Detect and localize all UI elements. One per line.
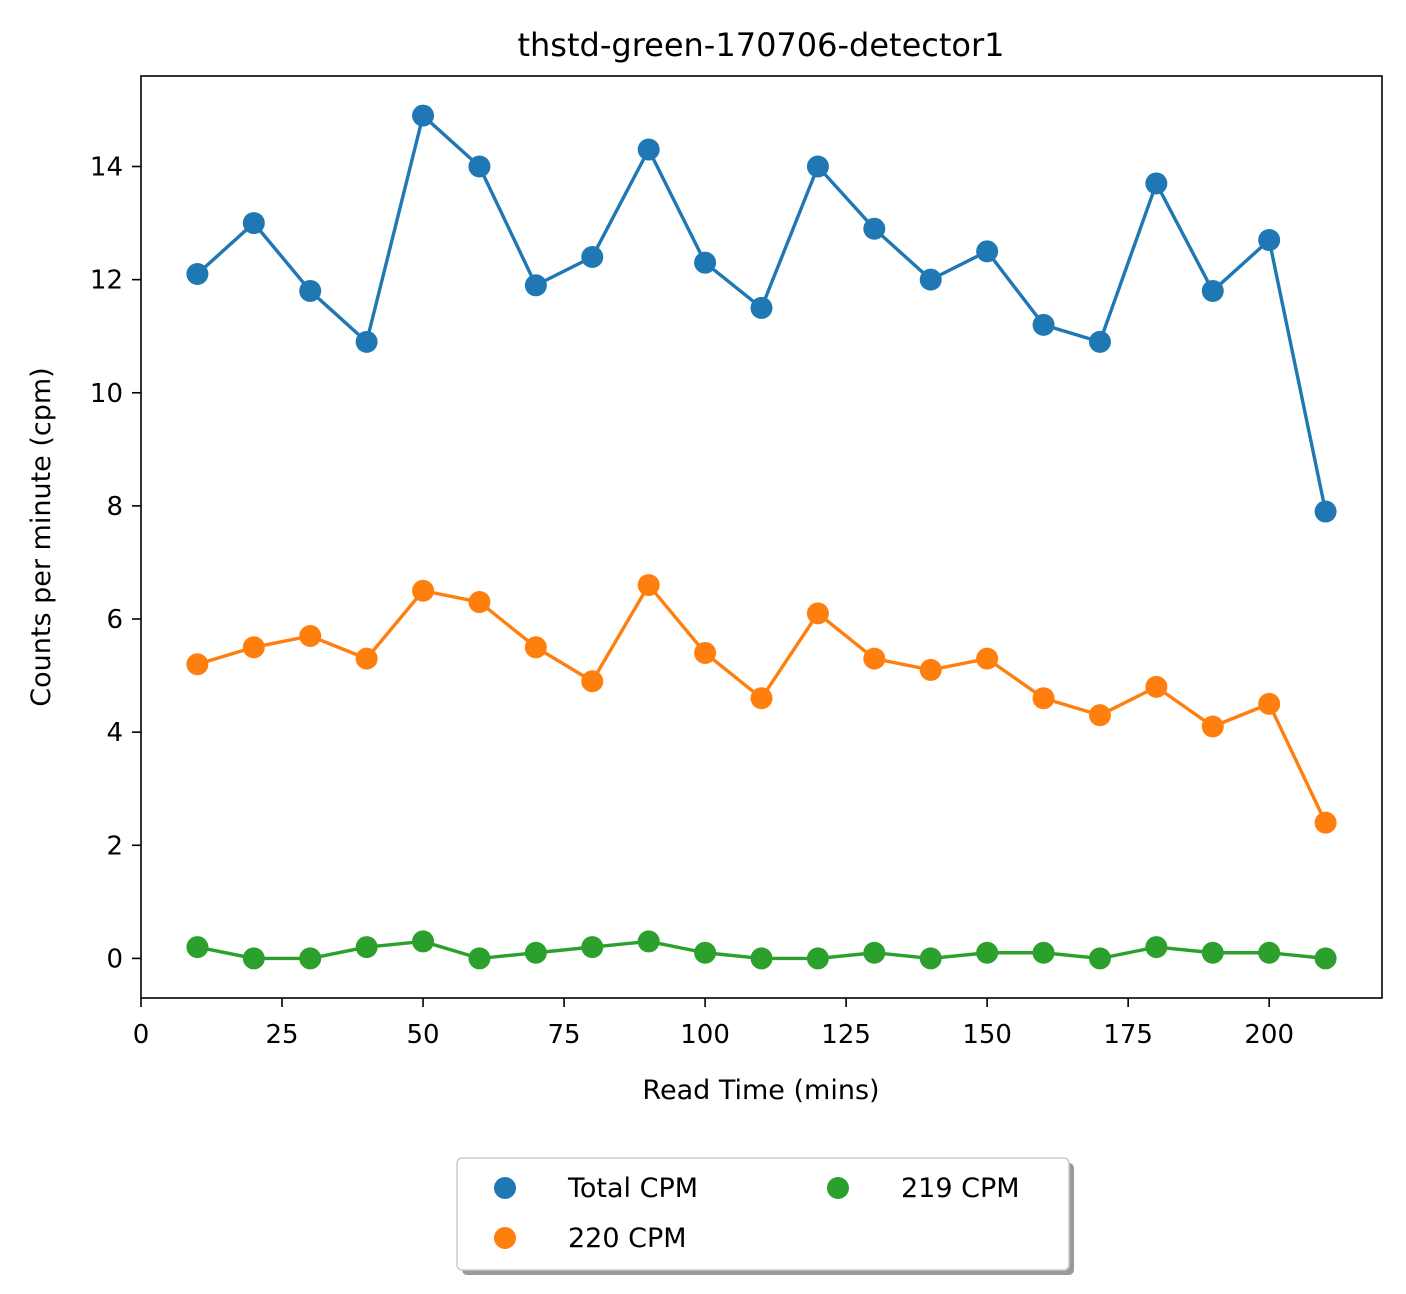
- data-point: [694, 941, 717, 964]
- data-point: [242, 636, 265, 659]
- data-point: [1032, 313, 1055, 336]
- data-point: [1145, 936, 1168, 959]
- data-point: [1314, 500, 1337, 523]
- x-tick-label: 175: [1103, 1020, 1153, 1050]
- data-point: [242, 212, 265, 235]
- x-tick-label: 125: [821, 1020, 871, 1050]
- data-point: [919, 947, 942, 970]
- data-point: [637, 574, 660, 597]
- data-point: [919, 268, 942, 291]
- data-point: [581, 246, 604, 269]
- x-tick-label: 200: [1244, 1020, 1294, 1050]
- data-point: [412, 579, 435, 602]
- data-point: [468, 591, 491, 614]
- data-point: [637, 930, 660, 953]
- data-point: [806, 602, 829, 625]
- data-point: [1314, 811, 1337, 834]
- y-tick-label: 14: [90, 153, 123, 183]
- data-point: [694, 641, 717, 664]
- y-tick-label: 10: [90, 379, 123, 409]
- data-point: [694, 251, 717, 274]
- y-axis: 0 2 4 6 8 10 12 14: [90, 153, 141, 974]
- y-tick-label: 0: [106, 944, 123, 974]
- data-point: [355, 936, 378, 959]
- data-point: [355, 330, 378, 353]
- x-tick-label: 50: [406, 1020, 439, 1050]
- data-point: [1201, 279, 1224, 302]
- data-point: [1201, 941, 1224, 964]
- y-tick-label: 12: [90, 266, 123, 296]
- x-tick-label: 0: [133, 1020, 150, 1050]
- data-point: [1088, 704, 1111, 727]
- x-tick-label: 150: [962, 1020, 1012, 1050]
- data-point: [468, 947, 491, 970]
- data-point: [299, 279, 322, 302]
- data-point: [299, 624, 322, 647]
- y-tick-label: 2: [106, 831, 123, 861]
- data-point: [524, 941, 547, 964]
- y-tick-label: 6: [106, 605, 123, 635]
- data-point: [242, 947, 265, 970]
- plot-area: [186, 104, 1337, 970]
- data-point: [637, 138, 660, 161]
- data-point: [863, 941, 886, 964]
- data-point: [524, 636, 547, 659]
- data-point: [299, 947, 322, 970]
- data-point: [863, 647, 886, 670]
- data-point: [412, 104, 435, 127]
- y-tick-label: 4: [106, 718, 123, 748]
- data-point: [1201, 715, 1224, 738]
- chart-title: thstd-green-170706-detector1: [517, 26, 1004, 64]
- data-point: [1032, 687, 1055, 710]
- x-axis: 0 25 50 75 100 125 150 175 200: [133, 998, 1294, 1050]
- y-tick-label: 8: [106, 492, 123, 522]
- axes-frame: [140, 75, 1383, 999]
- data-point: [186, 936, 209, 959]
- data-point: [1032, 941, 1055, 964]
- x-tick-label: 25: [265, 1020, 298, 1050]
- data-point: [412, 930, 435, 953]
- data-point: [1258, 692, 1281, 715]
- x-tick-label: 75: [548, 1020, 581, 1050]
- data-point: [1088, 330, 1111, 353]
- data-point: [976, 941, 999, 964]
- data-point: [581, 936, 604, 959]
- data-point: [355, 647, 378, 670]
- data-point: [1088, 947, 1111, 970]
- data-point: [976, 240, 999, 263]
- data-point: [524, 274, 547, 297]
- data-point: [1145, 172, 1168, 195]
- data-point: [806, 155, 829, 178]
- data-point: [468, 155, 491, 178]
- data-point: [750, 947, 773, 970]
- x-axis-label: Read Time (mins): [642, 1075, 879, 1106]
- data-point: [581, 670, 604, 693]
- legend-box: [456, 1157, 1070, 1271]
- data-point: [750, 687, 773, 710]
- data-point: [919, 658, 942, 681]
- data-point: [186, 262, 209, 285]
- data-point: [1258, 941, 1281, 964]
- legend: Total CPM 220 CPM 219 CPM: [456, 1157, 1074, 1275]
- legend-label: 219 CPM: [901, 1173, 1020, 1204]
- x-tick-label: 100: [680, 1020, 730, 1050]
- legend-marker: [827, 1177, 849, 1199]
- data-point: [1145, 675, 1168, 698]
- data-point: [806, 947, 829, 970]
- legend-label: 220 CPM: [568, 1223, 687, 1254]
- data-point: [976, 647, 999, 670]
- legend-marker: [494, 1227, 516, 1249]
- data-point: [1258, 229, 1281, 252]
- data-point: [1314, 947, 1337, 970]
- legend-label: Total CPM: [567, 1173, 698, 1204]
- data-point: [186, 653, 209, 676]
- y-axis-label: Counts per minute (cpm): [26, 367, 57, 706]
- data-point: [863, 217, 886, 240]
- legend-marker: [494, 1177, 516, 1199]
- data-point: [750, 296, 773, 319]
